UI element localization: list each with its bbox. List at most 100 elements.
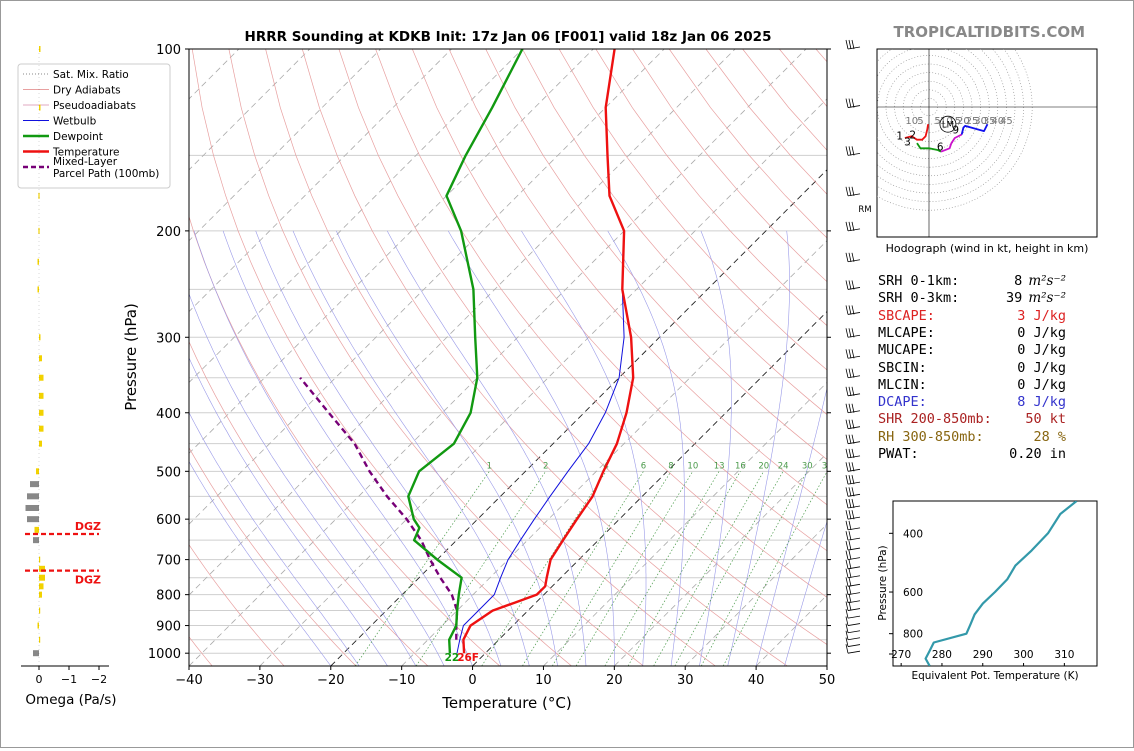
dry-adiabat	[411, 49, 827, 552]
hodograph-segment	[904, 124, 929, 141]
pseudoadiabat	[784, 520, 827, 666]
omega-bar	[33, 650, 39, 657]
mixing-ratio-label: 36	[822, 461, 833, 471]
theta-e-frame	[892, 500, 1098, 667]
mixing-ratio-label: 2	[543, 461, 548, 471]
wind-barb-flag	[848, 146, 852, 156]
omega-bar	[39, 636, 41, 643]
hodograph-ring-label: 25	[966, 116, 979, 127]
wind-barb-flag	[845, 510, 849, 520]
index-number: 0 J/kg	[1017, 376, 1066, 393]
wind-barb-flag	[848, 550, 852, 560]
isotherm	[259, 98, 827, 666]
wind-barb-flag	[845, 577, 849, 587]
dry-adiabat	[595, 49, 827, 327]
pseudoadiabat	[189, 292, 417, 666]
wind-barbs	[845, 39, 861, 654]
isotherm	[189, 49, 807, 666]
index-label: MLCAPE:	[878, 324, 935, 341]
mixing-ratio-label: 16	[735, 461, 746, 471]
wind-barb-flag	[851, 221, 855, 231]
wind-barb-flag	[845, 146, 849, 156]
x-tick-label: 50	[819, 673, 836, 688]
omega-bars: DGZ DGZ	[25, 46, 101, 666]
index-label: PWAT:	[878, 446, 919, 462]
y-tick-label: 100	[156, 43, 181, 58]
y-tick-label: 500	[156, 465, 181, 480]
wind-barb	[845, 419, 861, 430]
index-label: SBCAPE:	[878, 307, 935, 324]
x-tick-label: −40	[175, 673, 202, 688]
mixing-ratio-label: 10	[687, 461, 698, 471]
index-value: 0.20 in	[1009, 446, 1066, 463]
wind-barb-staff	[847, 600, 861, 604]
index-value: 0 J/kg	[1017, 360, 1066, 377]
wind-barb-flag	[848, 559, 852, 569]
wind-barb-flag	[851, 419, 855, 429]
omega-bar	[39, 374, 44, 381]
hodograph-ring-label: 20	[957, 116, 970, 127]
omega-bar	[37, 258, 39, 265]
mixing-ratio-line	[575, 471, 694, 666]
wind-barb	[845, 252, 861, 263]
legend: Sat. Mix. Ratio Dry Adiabats Pseudoadiabat…	[17, 63, 171, 189]
legend-label: Pseudoadiabats	[53, 100, 136, 112]
x-tick-label: −20	[317, 673, 344, 688]
wind-barb-flag	[845, 434, 849, 444]
legend-label: Dry Adiabats	[53, 85, 121, 97]
wind-barb-flag	[848, 520, 852, 530]
omega-tick-label: 0	[36, 673, 43, 686]
wind-barb-flag	[848, 349, 852, 359]
mixing-ratio-line	[415, 471, 546, 666]
wind-barb-flag	[848, 531, 852, 541]
dry-adiabat	[338, 49, 827, 646]
wind-barb-flag	[845, 559, 849, 569]
wind-barb-flag	[845, 368, 849, 378]
dry-adiabat	[191, 49, 572, 666]
wind-barb-flag	[848, 568, 852, 578]
index-label: RH 300-850mb:	[878, 428, 984, 445]
index-label: MUCAPE:	[878, 342, 935, 359]
isotherm	[684, 523, 827, 666]
wind-barb-flag	[848, 434, 852, 444]
wind-barb-flag	[845, 280, 849, 290]
wind-barb-flag	[851, 403, 855, 413]
wind-barb-staff	[847, 575, 861, 579]
wind-barb-staff	[847, 566, 861, 570]
wind-barb	[845, 644, 861, 654]
index-number: 8 J/kg	[1017, 394, 1066, 411]
legend-label: Wetbulb	[53, 116, 97, 128]
omega-bar	[30, 481, 39, 488]
omega-bar	[34, 526, 39, 533]
index-label: MLCIN:	[878, 376, 927, 393]
y-tick-label: 800	[156, 589, 181, 604]
wind-barb-staff	[847, 644, 861, 647]
mixing-ratio-line	[653, 471, 765, 666]
wind-barb	[845, 577, 861, 587]
wind-barb-flag	[848, 328, 852, 338]
wind-barb-flag	[845, 531, 849, 541]
legend-label: Sat. Mix. Ratio	[53, 69, 129, 81]
dry-adiabat	[301, 49, 788, 666]
omega-bar	[39, 334, 41, 341]
x-tick-label: 10	[535, 673, 552, 688]
mixing-ratio-line	[355, 471, 490, 666]
wind-barb	[845, 146, 861, 156]
x-tick-label: 30	[677, 673, 694, 688]
wind-barb-staff	[847, 583, 861, 587]
dry-adiabat	[375, 49, 827, 598]
wind-barb	[845, 550, 861, 561]
hodograph-height-label: 3	[904, 136, 911, 148]
wind-barb-flag	[845, 550, 849, 560]
isotherm	[189, 49, 736, 596]
wind-barb-flag	[845, 39, 849, 50]
wind-barb-flag	[848, 252, 852, 262]
wind-barb	[845, 531, 861, 541]
wind-barb-flag	[845, 462, 849, 472]
index-value: 0 J/kg	[1017, 325, 1066, 342]
theta-e-y-label: Pressure (hPa)	[877, 545, 889, 620]
wind-barb-flag	[845, 221, 849, 231]
wind-barb-flag	[848, 403, 852, 413]
wind-barb-flag	[848, 540, 852, 551]
mixing-ratio-label: 8	[668, 461, 673, 471]
